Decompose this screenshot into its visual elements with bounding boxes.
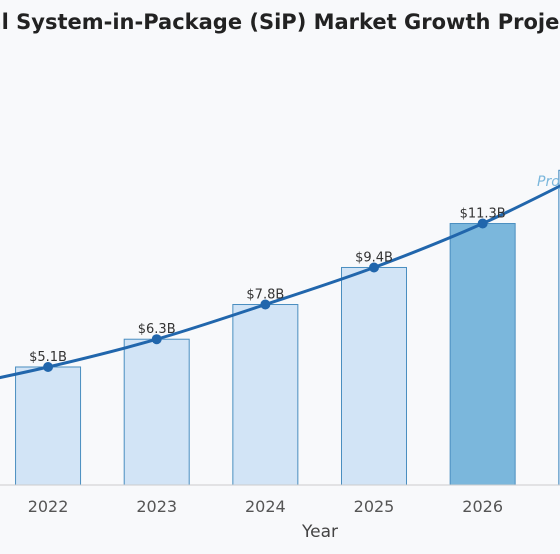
trend-point-2022 <box>43 361 54 372</box>
trend-point-2026 <box>477 218 488 229</box>
bar-2026 <box>449 223 516 486</box>
x-tick-2024: 2024 <box>245 497 286 516</box>
bar-2027 <box>558 169 560 486</box>
data-label-2025: $9.4B <box>355 250 393 265</box>
bar-2025 <box>341 266 407 486</box>
bar-2024 <box>232 304 299 486</box>
x-tick-2023: 2023 <box>136 497 177 516</box>
labels-layer: $4.1B$5.1B$6.3B$7.8B$9.4B$11.3B$13.6B <box>29 207 506 365</box>
x-tick-2026: 2026 <box>462 497 503 516</box>
bar-2022 <box>15 366 82 486</box>
chart-title: Global System-in-Package (SiP) Market Gr… <box>0 10 560 34</box>
x-axis-title: Year <box>301 522 338 542</box>
x-tick-2022: 2022 <box>28 497 69 516</box>
bar-2023 <box>123 338 190 486</box>
x-tick-2025: 2025 <box>354 497 395 516</box>
data-label-2024: $7.8B <box>246 288 284 303</box>
trend-point-2023 <box>151 334 162 345</box>
data-label-2023: $6.3B <box>138 322 176 337</box>
x-tick-labels: 2021202220232024202520262027 <box>28 497 503 516</box>
data-label-2026: $11.3B <box>460 207 506 222</box>
trend-point-2025 <box>369 262 379 273</box>
data-label-2022: $5.1B <box>29 350 67 365</box>
trend-layer <box>0 184 560 380</box>
trend-point-2024 <box>260 299 271 310</box>
projection-annotation: Projected <box>537 174 560 190</box>
